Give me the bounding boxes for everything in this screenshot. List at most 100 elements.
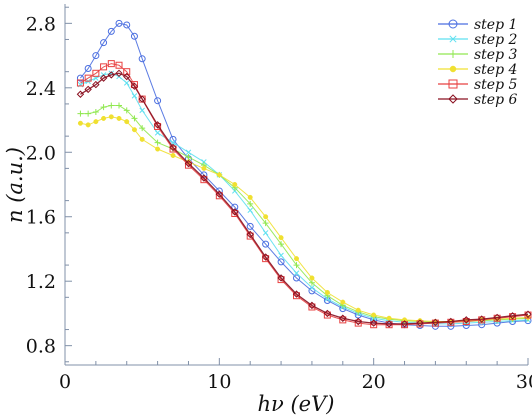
series-6-point — [416, 319, 424, 327]
series-1-point — [154, 97, 162, 105]
series-3-line — [80, 105, 529, 323]
series-6-point — [431, 318, 440, 326]
y-tick-label: 1.6 — [26, 207, 56, 229]
series-2-point — [131, 93, 138, 99]
series-6-point — [99, 74, 108, 82]
series-5-point — [262, 255, 270, 263]
series-4-point — [201, 165, 207, 171]
y-tick-label: 2.0 — [26, 142, 56, 164]
legend-swatch-marker — [448, 19, 458, 29]
series-6-point — [524, 310, 532, 318]
legend-label: step 6 — [474, 92, 518, 108]
series-5-point — [339, 316, 347, 324]
series-5-point — [323, 311, 331, 319]
series-6-point — [92, 80, 100, 89]
series-3-point — [77, 110, 84, 117]
series-6-point — [200, 174, 208, 182]
series-6-point — [107, 71, 116, 79]
series-2 — [77, 70, 531, 327]
series-2-point — [324, 296, 331, 302]
series-4-point — [108, 114, 114, 120]
series-6-point — [400, 320, 409, 328]
series-6-point — [292, 290, 301, 298]
y-tick-label: 2.8 — [26, 13, 56, 35]
series-1-line — [80, 22, 529, 327]
series-2-point — [262, 230, 269, 236]
legend-swatch-marker — [448, 79, 458, 89]
series-3-point — [131, 115, 138, 122]
y-tick-label: 2.4 — [26, 78, 56, 100]
series-5-point — [76, 79, 84, 87]
series-6-point — [246, 230, 254, 239]
series-3-point — [308, 279, 315, 286]
series-2-point — [201, 159, 207, 165]
y-axis-label: n (a.u.) — [3, 147, 27, 223]
y-tick-label: 0.8 — [26, 336, 56, 358]
legend-label: step 1 — [474, 17, 517, 33]
series-1 — [76, 19, 532, 330]
series-4-point — [324, 289, 330, 295]
legend-label: step 3 — [474, 47, 518, 63]
series-4-point — [85, 122, 91, 128]
legend-item-5: step 5 — [438, 77, 518, 93]
series-2-point — [154, 130, 161, 136]
series-4-point — [278, 235, 284, 241]
series-2-point — [309, 284, 315, 291]
series-4-point — [101, 115, 107, 121]
series-1-point — [92, 52, 100, 60]
series-2-point — [123, 80, 130, 86]
legend-item-1: step 1 — [438, 17, 517, 33]
series-1-point — [115, 19, 123, 27]
x-tick-label: 0 — [59, 371, 71, 393]
series-5-point — [107, 60, 115, 68]
legend-item-4: step 4 — [438, 62, 517, 78]
legend-item-6: step 6 — [438, 92, 518, 108]
series-6-point — [130, 82, 139, 90]
series-6-point — [231, 208, 239, 216]
legend-swatch-marker — [449, 50, 457, 58]
x-tick-label: 20 — [362, 371, 386, 393]
series-6-point — [138, 95, 146, 103]
series-5-point — [100, 63, 108, 71]
series-2-point — [185, 149, 192, 156]
series-6-point — [84, 85, 92, 94]
series-4-line — [80, 116, 529, 322]
series-5-point — [123, 68, 131, 76]
series-6-point — [369, 319, 378, 327]
series-1-point — [246, 222, 254, 230]
series-3-point — [100, 104, 107, 111]
y-tick-label: 1.2 — [26, 271, 56, 293]
series-4-point — [155, 146, 161, 152]
x-axis-label: hν (eV) — [258, 392, 335, 416]
series-5-line — [80, 63, 529, 326]
x-tick-label: 30 — [516, 371, 532, 393]
series-2-point — [278, 252, 284, 259]
series-6-point — [477, 315, 486, 323]
series-5-point — [115, 61, 123, 69]
series-6 — [76, 69, 532, 328]
series-6-point — [76, 90, 85, 98]
series-1-point — [277, 258, 285, 266]
series-6-point — [169, 143, 177, 152]
series-4-point — [116, 115, 122, 121]
series-5-point — [215, 192, 223, 200]
series-1-point — [76, 74, 84, 82]
series-1-point — [138, 55, 146, 63]
series-6-point — [123, 72, 131, 81]
legend-label: step 4 — [474, 62, 517, 78]
series-5-point — [462, 317, 470, 325]
series-4-point — [340, 299, 346, 305]
legend-swatch-marker — [448, 94, 458, 104]
legend-label: step 5 — [474, 77, 518, 93]
series-4-point — [170, 152, 176, 158]
series-4-point — [263, 214, 269, 220]
series-5-point — [231, 210, 239, 218]
series-3-point — [92, 108, 99, 115]
series-5-point — [354, 319, 362, 327]
legend-label: step 2 — [474, 32, 518, 48]
series-3 — [77, 102, 531, 326]
series-6-point — [339, 314, 347, 322]
series-4-point — [309, 275, 315, 281]
